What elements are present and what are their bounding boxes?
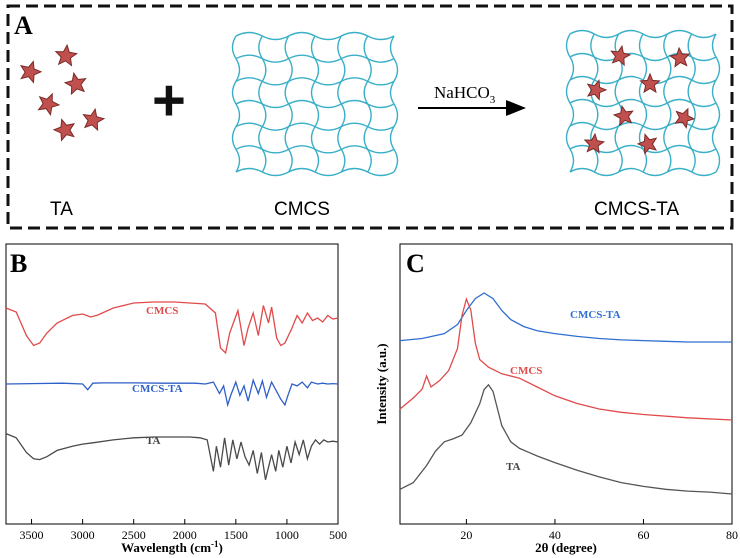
x-tick-label: 1000 xyxy=(275,528,299,542)
plus-sign: + xyxy=(152,68,186,133)
series-line-ta xyxy=(5,432,339,480)
series-line-cmcs xyxy=(399,296,733,421)
star-icon xyxy=(63,71,87,96)
x-tick-label: 40 xyxy=(549,528,561,542)
dashed-frame xyxy=(6,4,734,230)
star-icon xyxy=(583,132,606,154)
panel-a-schematic: A + NaHCO3 TA CMCS CMCS-TA xyxy=(6,4,734,230)
series-label-cmcs-b: CMCS xyxy=(146,305,178,317)
mesh-strand xyxy=(638,33,648,173)
x-axis-title-b: Wavelength (cm-1) xyxy=(121,539,223,555)
mesh-strand xyxy=(711,33,721,173)
panel-b-ftir-chart: B 3500 3000 2500 2000 1500 1000 500 CMCS CMCS-… xyxy=(5,243,347,555)
star-icon xyxy=(610,44,632,67)
x-tick-label: 500 xyxy=(329,528,347,542)
mesh-strand xyxy=(389,35,399,173)
star-icon xyxy=(668,46,691,68)
star-icon xyxy=(37,92,61,116)
x-axis-title-c: 2θ (degree) xyxy=(535,540,597,555)
x-axis-ticks-b: 3500 3000 2500 2000 1500 1000 500 xyxy=(20,519,347,542)
series-label-ta-b: TA xyxy=(146,435,161,447)
series-label-cmcs-ta-c: CMCS-TA xyxy=(570,309,621,321)
star-icon xyxy=(52,118,76,142)
mesh-strand xyxy=(663,33,672,173)
star-icon xyxy=(54,43,78,67)
series-label-cmcs-c: CMCS xyxy=(510,365,542,377)
x-tick-label: 3500 xyxy=(20,528,44,542)
mesh-strand xyxy=(231,35,241,173)
series-line-cmcs-ta xyxy=(5,378,339,408)
label-ta: TA xyxy=(50,199,73,220)
star-icon xyxy=(612,104,634,127)
x-tick-label: 2500 xyxy=(122,528,146,542)
cmcs-network-icon xyxy=(231,31,399,177)
x-tick-label: 60 xyxy=(637,528,649,542)
panel-a-letter: A xyxy=(14,11,33,40)
x-tick-label: 2000 xyxy=(173,528,197,542)
ta-star-cluster xyxy=(19,43,106,142)
x-tick-label: 20 xyxy=(460,528,472,542)
plot-frame-c xyxy=(399,243,733,525)
star-icon xyxy=(639,72,661,94)
label-cmcs: CMCS xyxy=(274,199,330,220)
mesh-strand xyxy=(337,35,346,173)
cmcs-ta-network-icon xyxy=(565,29,721,177)
y-axis-title-c: Intensity (a.u.) xyxy=(374,343,389,424)
star-icon xyxy=(586,79,608,101)
label-cmcs-ta: CMCS-TA xyxy=(594,199,679,220)
x-tick-label: 80 xyxy=(726,528,738,542)
x-tick-label: 1500 xyxy=(224,528,248,542)
series-lines-b xyxy=(5,301,339,480)
panel-c-xrd-chart: C 20 40 60 80 CMCS-TA CMCS TA 2θ (degree) I… xyxy=(374,243,738,555)
mesh-strand xyxy=(310,35,320,173)
panel-c-letter: C xyxy=(406,249,425,278)
mesh-strand xyxy=(258,35,267,173)
panel-b-letter: B xyxy=(10,249,27,278)
mesh-strand xyxy=(363,35,372,173)
series-line-ta xyxy=(399,383,733,495)
star-icon xyxy=(636,133,658,155)
x-tick-label: 3000 xyxy=(71,528,95,542)
star-icon xyxy=(82,107,106,132)
series-lines-c xyxy=(399,292,733,495)
mesh-strand xyxy=(687,33,696,173)
series-line-cmcs-ta xyxy=(399,292,732,343)
reagent-label: NaHCO3 xyxy=(434,83,496,106)
mesh-strand xyxy=(284,35,293,173)
star-icon xyxy=(19,60,43,84)
series-label-ta-c: TA xyxy=(506,461,521,473)
cmcs-ta-stars xyxy=(583,44,696,155)
series-label-cmcs-ta-b: CMCS-TA xyxy=(132,383,183,395)
series-line-cmcs xyxy=(5,301,339,355)
star-icon xyxy=(674,107,696,129)
mesh-strand xyxy=(565,33,575,173)
x-axis-ticks-c: 20 40 60 80 xyxy=(460,519,738,542)
